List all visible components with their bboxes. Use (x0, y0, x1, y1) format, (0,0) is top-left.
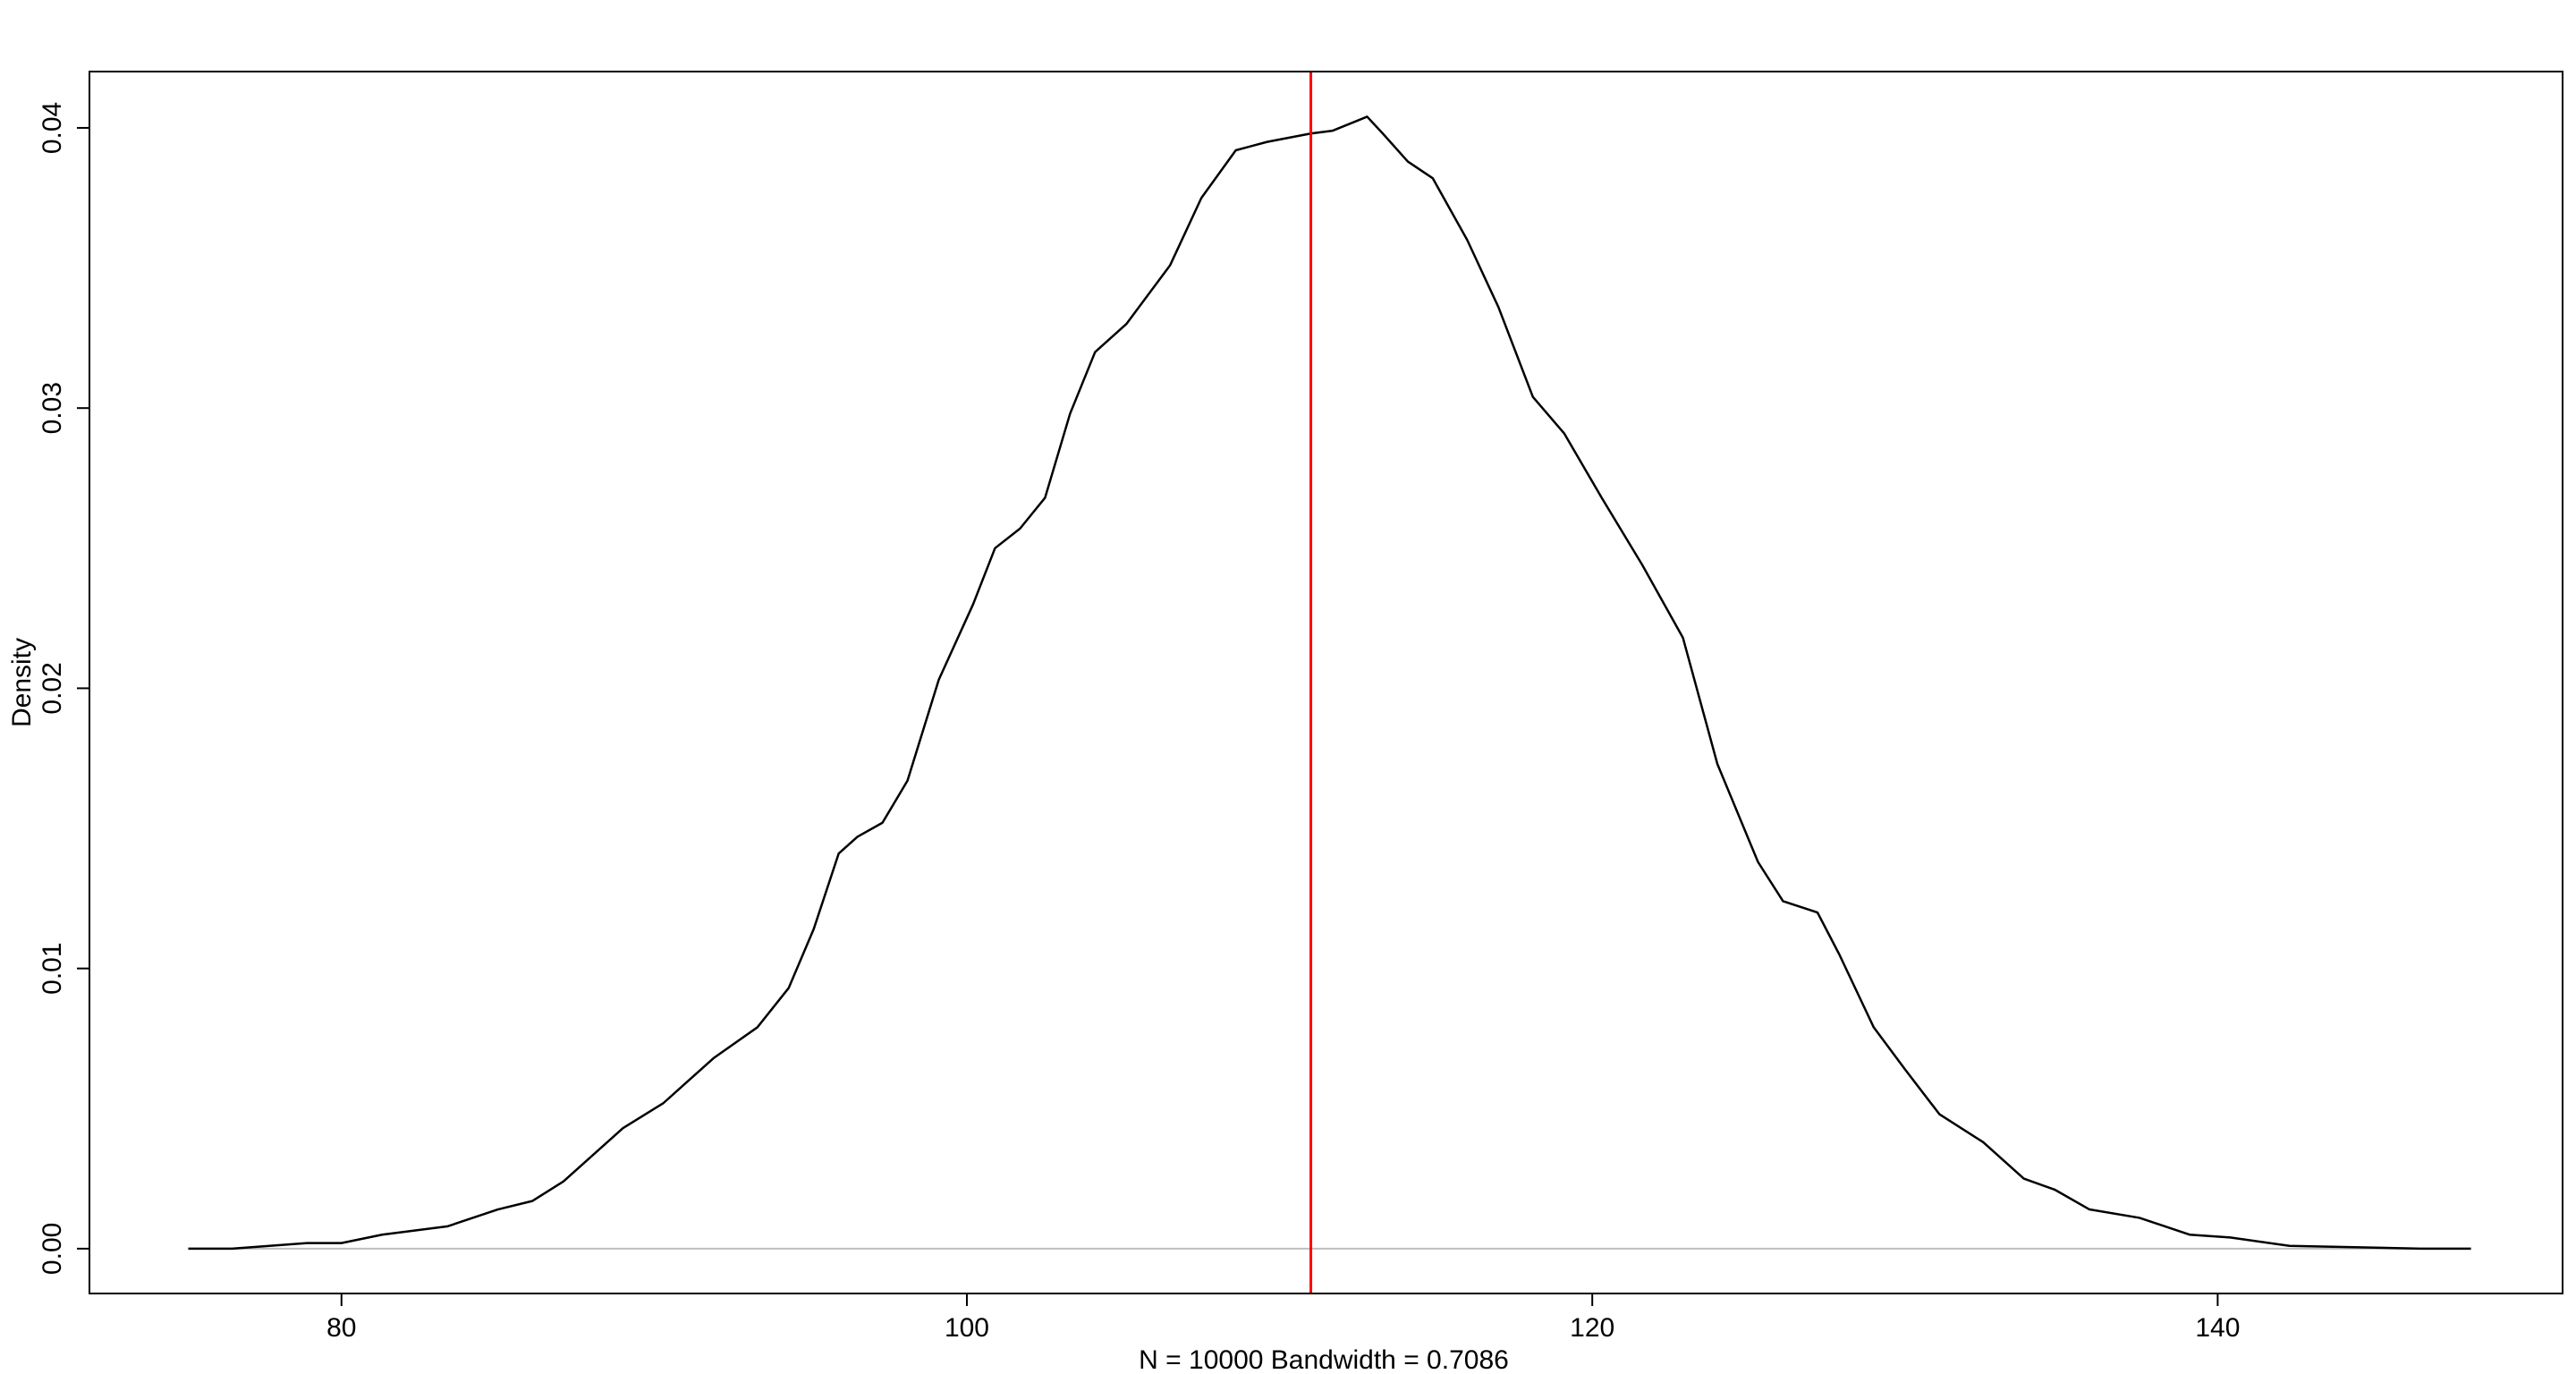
density-line (188, 115, 2471, 1251)
y-tick-label: 0.03 (38, 382, 67, 434)
y-tick-label: 0.04 (38, 102, 67, 154)
x-tick-label: 80 (326, 1313, 356, 1343)
y-tick-label: 0.00 (38, 1223, 67, 1275)
y-tick-label: 0.02 (38, 662, 67, 714)
x-tick-label: 140 (2195, 1313, 2240, 1343)
x-axis-label: N = 10000 Bandwidth = 0.7086 (1139, 1345, 1509, 1374)
y-axis-label: Density (7, 638, 37, 727)
x-tick-label: 100 (945, 1313, 989, 1343)
x-tick-label: 120 (1570, 1313, 1614, 1343)
y-tick-label: 0.01 (38, 942, 67, 994)
plot-frame (89, 71, 2563, 1294)
